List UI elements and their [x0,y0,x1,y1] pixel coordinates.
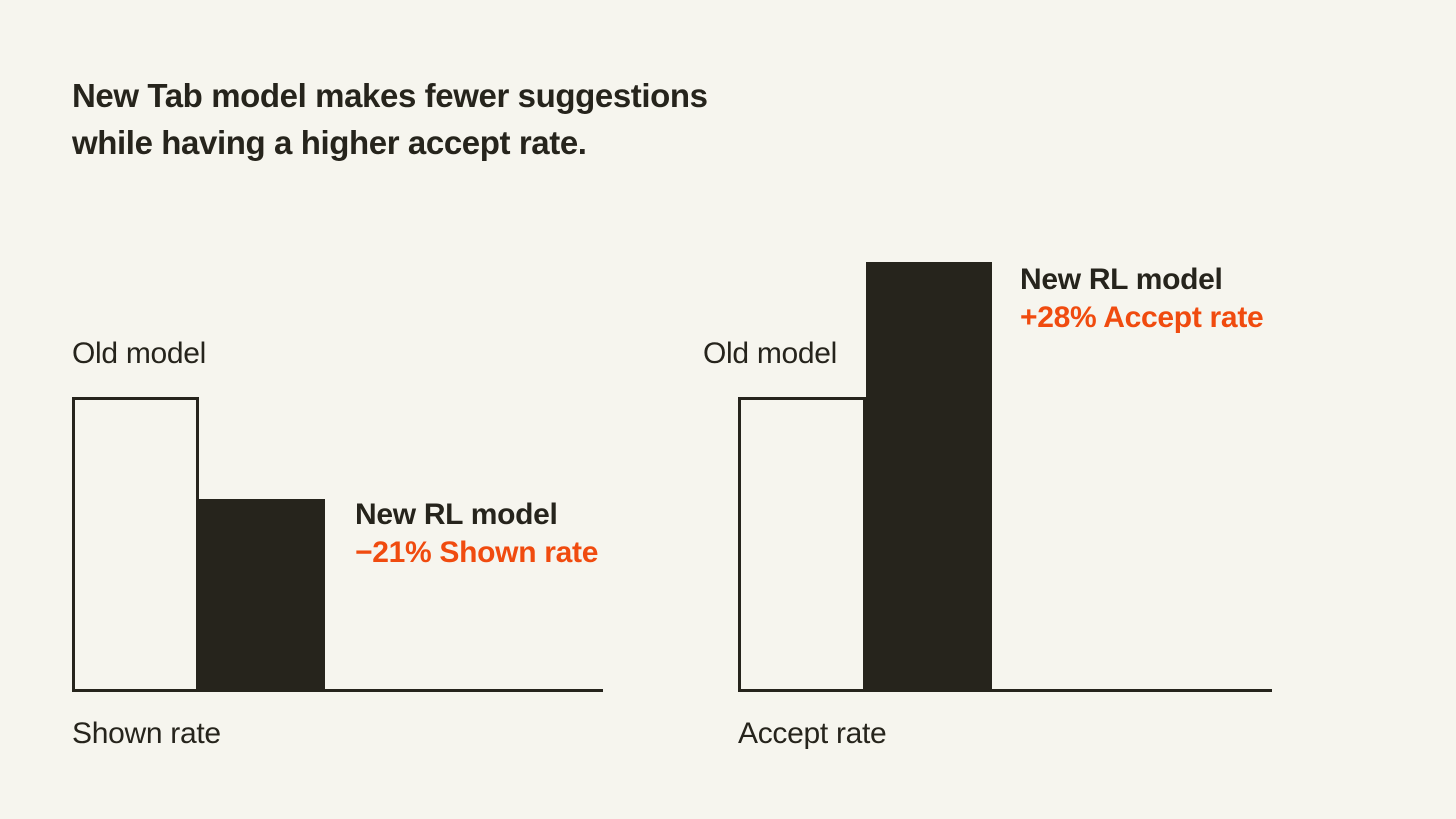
bar-new-rl-model-accept-rate [866,262,992,692]
new-model-annotation-shown-rate: New RL model −21% Shown rate [355,496,598,572]
annotation-title: New RL model [1020,263,1223,296]
page-title: New Tab model makes fewer suggestions whi… [72,72,708,166]
bar-old-model-shown-rate [72,397,199,692]
annotation-title: New RL model [355,498,558,531]
annotation-delta: +28% Accept rate [1020,301,1264,334]
title-line-2: while having a higher accept rate. [72,124,587,161]
old-model-label: Old model [703,337,838,370]
axis-label-shown-rate: Shown rate [72,717,221,750]
bar-new-rl-model-shown-rate [199,499,325,692]
annotation-delta: −21% Shown rate [355,536,599,569]
bar-old-model-accept-rate [738,397,866,692]
title-line-1: New Tab model makes fewer suggestions [72,77,708,114]
x-axis-line-accept-rate [738,689,1272,692]
axis-label-accept-rate: Accept rate [738,717,887,750]
old-model-label: Old model [72,337,207,370]
x-axis-line-shown-rate [72,689,603,692]
new-model-annotation-accept-rate: New RL model +28% Accept rate [1020,261,1264,337]
